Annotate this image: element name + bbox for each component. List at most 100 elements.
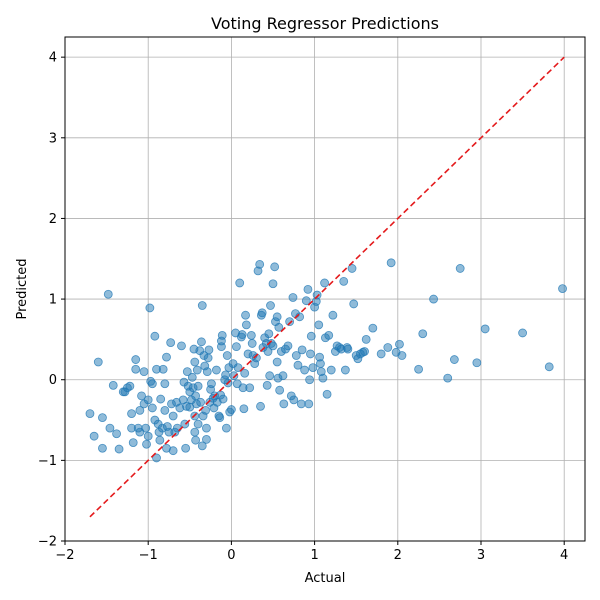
- y-tick-label: 4: [49, 51, 57, 66]
- data-point: [296, 399, 306, 409]
- data-point: [143, 431, 153, 441]
- data-point: [202, 434, 211, 444]
- data-point: [361, 334, 371, 344]
- data-point: [147, 379, 157, 389]
- data-point: [558, 284, 567, 293]
- data-point: [266, 301, 275, 310]
- data-points: [85, 258, 567, 463]
- x-axis-title: Actual: [305, 571, 346, 586]
- data-point: [85, 409, 95, 418]
- data-point: [196, 397, 206, 407]
- data-point: [305, 375, 315, 385]
- x-tick-label: −1: [139, 548, 158, 563]
- data-point: [246, 330, 256, 340]
- data-point: [472, 358, 482, 368]
- data-point: [268, 279, 278, 289]
- data-point: [231, 342, 241, 352]
- data-point: [207, 379, 216, 389]
- data-point: [241, 320, 251, 330]
- data-point: [182, 367, 192, 377]
- data-point: [191, 435, 201, 445]
- x-tick-label: 4: [560, 548, 568, 563]
- data-point: [308, 363, 318, 373]
- data-point: [108, 380, 118, 390]
- data-point: [222, 423, 231, 433]
- data-point: [114, 444, 124, 454]
- data-point: [197, 441, 207, 451]
- data-point: [93, 357, 103, 367]
- data-point: [368, 323, 378, 333]
- data-point: [414, 364, 424, 374]
- data-point: [147, 403, 157, 413]
- data-point: [256, 401, 265, 411]
- data-point: [326, 365, 336, 375]
- data-point: [162, 352, 171, 362]
- data-point: [98, 443, 107, 453]
- data-point: [112, 429, 121, 439]
- data-point: [291, 351, 301, 360]
- data-point: [166, 338, 176, 348]
- data-point: [316, 359, 325, 368]
- data-point: [264, 329, 274, 339]
- data-point: [168, 446, 178, 456]
- data-point: [218, 394, 228, 404]
- data-point: [215, 413, 225, 423]
- data-point: [222, 351, 232, 360]
- grid: [64, 37, 585, 542]
- data-point: [127, 409, 136, 418]
- data-point: [320, 278, 329, 288]
- y-tick-label: 0: [49, 373, 57, 388]
- data-point: [237, 330, 247, 339]
- data-point: [312, 290, 322, 300]
- data-point: [131, 355, 141, 364]
- data-point: [339, 276, 349, 286]
- data-point: [217, 330, 227, 340]
- data-point: [160, 405, 170, 415]
- y-tick-label: −1: [38, 454, 57, 469]
- data-point: [343, 344, 353, 354]
- data-point: [145, 303, 155, 313]
- data-point: [480, 324, 490, 334]
- data-point: [131, 364, 141, 374]
- data-point: [203, 353, 213, 363]
- data-point: [241, 310, 250, 320]
- data-point: [239, 404, 249, 414]
- data-point: [98, 413, 107, 423]
- data-point: [192, 365, 202, 375]
- data-point: [181, 443, 191, 453]
- data-point: [268, 341, 278, 351]
- data-point: [177, 341, 186, 351]
- data-point: [449, 355, 459, 364]
- data-point: [376, 349, 386, 359]
- data-point: [193, 381, 203, 391]
- data-point: [272, 357, 282, 367]
- data-point: [518, 328, 527, 338]
- data-point: [235, 278, 245, 288]
- data-point: [304, 399, 314, 409]
- data-point: [272, 312, 282, 322]
- data-point: [265, 371, 275, 381]
- y-tick-label: 3: [49, 131, 57, 146]
- y-axis-title: Predicted: [15, 258, 30, 319]
- data-point: [105, 423, 115, 433]
- data-point: [278, 371, 288, 381]
- data-point: [135, 405, 145, 415]
- data-point: [229, 371, 239, 381]
- y-tick-label: 1: [49, 293, 57, 308]
- data-point: [455, 264, 465, 273]
- x-tick-label: 1: [310, 548, 318, 563]
- data-point: [233, 363, 243, 373]
- x-tick-label: 2: [394, 548, 402, 563]
- data-point: [143, 395, 153, 405]
- data-point: [155, 435, 165, 445]
- data-point: [429, 294, 438, 304]
- data-point: [303, 285, 313, 294]
- y-tick-label: −2: [38, 535, 57, 550]
- data-point: [226, 405, 236, 414]
- data-point: [262, 380, 272, 390]
- data-point: [240, 368, 250, 378]
- data-point: [322, 389, 332, 399]
- x-tick-label: 0: [227, 548, 235, 563]
- data-point: [197, 301, 207, 310]
- identity-reference-line: [89, 56, 565, 518]
